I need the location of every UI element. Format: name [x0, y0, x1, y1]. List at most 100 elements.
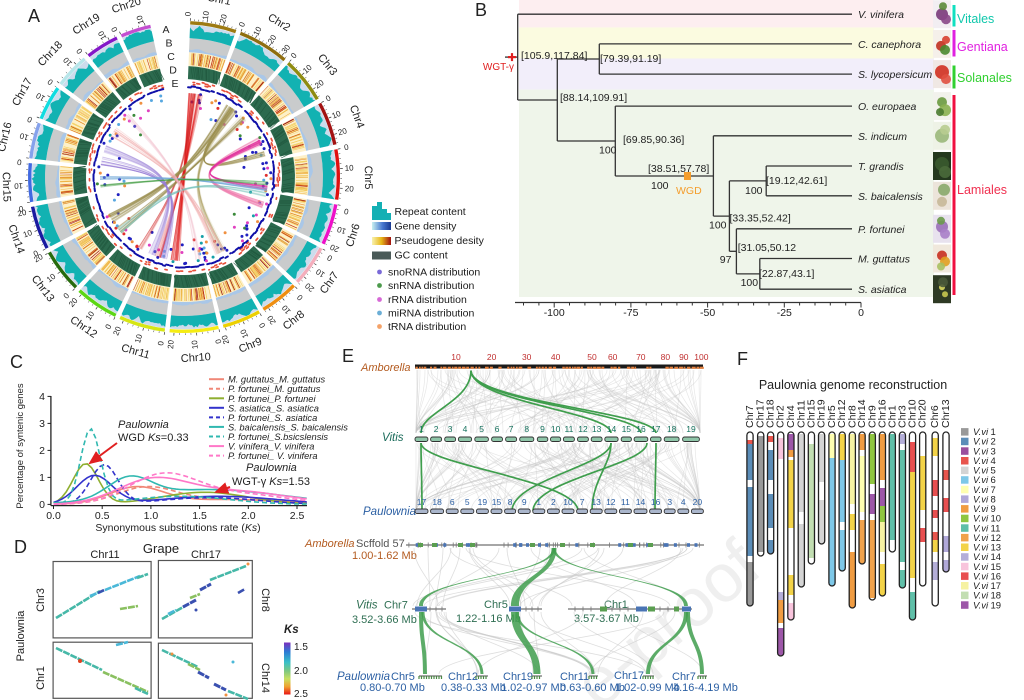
svg-text:Chr3: Chr3 — [315, 52, 339, 78]
svg-text:D: D — [169, 65, 177, 77]
svg-text:GC content: GC content — [395, 250, 448, 262]
svg-text:100: 100 — [651, 180, 669, 192]
svg-text:14: 14 — [991, 552, 1002, 563]
svg-text:0.5: 0.5 — [95, 510, 110, 522]
svg-text:8: 8 — [524, 424, 529, 434]
svg-text:Chr11: Chr11 — [795, 400, 807, 428]
svg-text:2.0: 2.0 — [241, 510, 256, 522]
svg-text:S. asiatica_S. asiatica: S. asiatica_S. asiatica — [228, 403, 319, 413]
svg-text:0: 0 — [257, 321, 267, 330]
svg-text:2: 2 — [991, 437, 996, 448]
svg-text:Chr1: Chr1 — [35, 666, 47, 690]
svg-text:Chr7: Chr7 — [672, 671, 696, 683]
svg-text:1: 1 — [39, 472, 45, 484]
svg-text:20: 20 — [345, 184, 355, 194]
svg-text:Chr7: Chr7 — [744, 405, 756, 428]
svg-text:0: 0 — [325, 253, 334, 263]
svg-text:6: 6 — [450, 497, 455, 507]
svg-text:Chr8: Chr8 — [259, 588, 271, 612]
svg-text:0.38-0.33 Mb: 0.38-0.33 Mb — [441, 682, 506, 694]
svg-text:7: 7 — [991, 485, 996, 496]
svg-text:3.52-3.66 Mb: 3.52-3.66 Mb — [352, 614, 417, 626]
svg-text:100: 100 — [599, 145, 617, 157]
svg-text:3: 3 — [991, 446, 996, 457]
svg-text:Chr16: Chr16 — [876, 399, 888, 428]
svg-text:0: 0 — [156, 340, 166, 346]
svg-text:V.vi: V.vi — [973, 466, 989, 477]
svg-text:1.02-0.99 Mb: 1.02-0.99 Mb — [615, 682, 680, 694]
svg-text:1: 1 — [419, 424, 424, 434]
svg-text:2: 2 — [434, 424, 439, 434]
svg-text:Repeat content: Repeat content — [395, 206, 466, 218]
svg-text:18: 18 — [432, 497, 442, 507]
svg-text:90: 90 — [679, 352, 689, 362]
svg-text:10: 10 — [551, 424, 561, 434]
svg-text:3: 3 — [667, 497, 672, 507]
svg-text:17: 17 — [651, 424, 661, 434]
svg-text:V.vi: V.vi — [973, 456, 989, 467]
svg-text:10: 10 — [201, 10, 211, 21]
svg-text:Paulownia: Paulownia — [246, 462, 297, 474]
svg-text:40: 40 — [551, 352, 561, 362]
svg-text:V.vi: V.vi — [973, 571, 989, 582]
svg-text:V.vi: V.vi — [973, 504, 989, 515]
svg-text:14: 14 — [607, 424, 617, 434]
svg-text:12: 12 — [578, 424, 588, 434]
svg-text:Chr12: Chr12 — [448, 671, 478, 683]
svg-text:18: 18 — [991, 591, 1002, 602]
svg-text:A: A — [162, 24, 169, 36]
svg-text:D: D — [14, 537, 27, 557]
svg-text:19: 19 — [686, 424, 696, 434]
svg-text:Synonymous substitutions rate: Synonymous substitutions rate (Ks) — [95, 522, 260, 534]
svg-text:97: 97 — [720, 254, 732, 266]
svg-text:M. guttatus_M. guttatus: M. guttatus_M. guttatus — [228, 375, 326, 385]
svg-text:WGT-γ Ks=1.53: WGT-γ Ks=1.53 — [232, 476, 310, 488]
svg-text:V.vi: V.vi — [973, 514, 989, 525]
svg-text:Chr18: Chr18 — [36, 39, 65, 69]
svg-text:Paulownia: Paulownia — [337, 671, 390, 683]
svg-text:10: 10 — [45, 271, 58, 284]
svg-text:Vitis: Vitis — [382, 432, 404, 444]
svg-text:11: 11 — [991, 523, 1001, 534]
svg-text:10: 10 — [314, 267, 327, 280]
svg-text:WGD Ks=0.33: WGD Ks=0.33 — [118, 432, 189, 444]
svg-text:10: 10 — [84, 309, 97, 322]
svg-text:15: 15 — [492, 497, 502, 507]
svg-text:Chr7: Chr7 — [384, 600, 408, 612]
svg-text:V.vi: V.vi — [973, 562, 989, 573]
svg-text:1: 1 — [536, 497, 541, 507]
svg-text:80: 80 — [661, 352, 671, 362]
svg-text:2: 2 — [551, 497, 556, 507]
svg-text:E: E — [342, 346, 354, 366]
svg-text:16: 16 — [991, 571, 1002, 582]
svg-text:1.02-0.97 Mb: 1.02-0.97 Mb — [501, 682, 566, 694]
svg-text:Paulownia: Paulownia — [363, 506, 416, 518]
svg-text:V.vi: V.vi — [973, 437, 989, 448]
svg-text:0: 0 — [18, 204, 24, 214]
svg-text:tRNA distribution: tRNA distribution — [388, 321, 466, 333]
svg-text:12: 12 — [606, 497, 616, 507]
svg-text:20: 20 — [111, 325, 123, 337]
svg-text:V.vi: V.vi — [973, 552, 989, 563]
svg-text:Chr19: Chr19 — [503, 671, 533, 683]
svg-text:20: 20 — [337, 126, 349, 137]
svg-text:0: 0 — [26, 114, 34, 124]
svg-text:Chr1: Chr1 — [886, 405, 898, 428]
svg-text:13: 13 — [591, 497, 601, 507]
svg-text:18: 18 — [667, 424, 677, 434]
svg-text:0: 0 — [184, 11, 193, 16]
svg-text:0: 0 — [74, 46, 84, 55]
svg-text:Chr17: Chr17 — [614, 670, 644, 682]
svg-text:5: 5 — [465, 497, 470, 507]
svg-text:Chr12: Chr12 — [836, 399, 848, 428]
svg-text:100: 100 — [745, 185, 763, 197]
svg-text:V.vi: V.vi — [973, 581, 989, 592]
svg-text:0: 0 — [214, 338, 224, 345]
svg-text:10: 10 — [563, 497, 573, 507]
svg-text:V.vi: V.vi — [973, 591, 989, 602]
svg-text:Chr20: Chr20 — [110, 0, 142, 16]
svg-text:S. baicalensis: S. baicalensis — [858, 191, 924, 203]
svg-text:Chr5: Chr5 — [391, 671, 415, 683]
svg-text:0.0: 0.0 — [46, 510, 61, 522]
svg-text:Chr8: Chr8 — [846, 405, 858, 428]
